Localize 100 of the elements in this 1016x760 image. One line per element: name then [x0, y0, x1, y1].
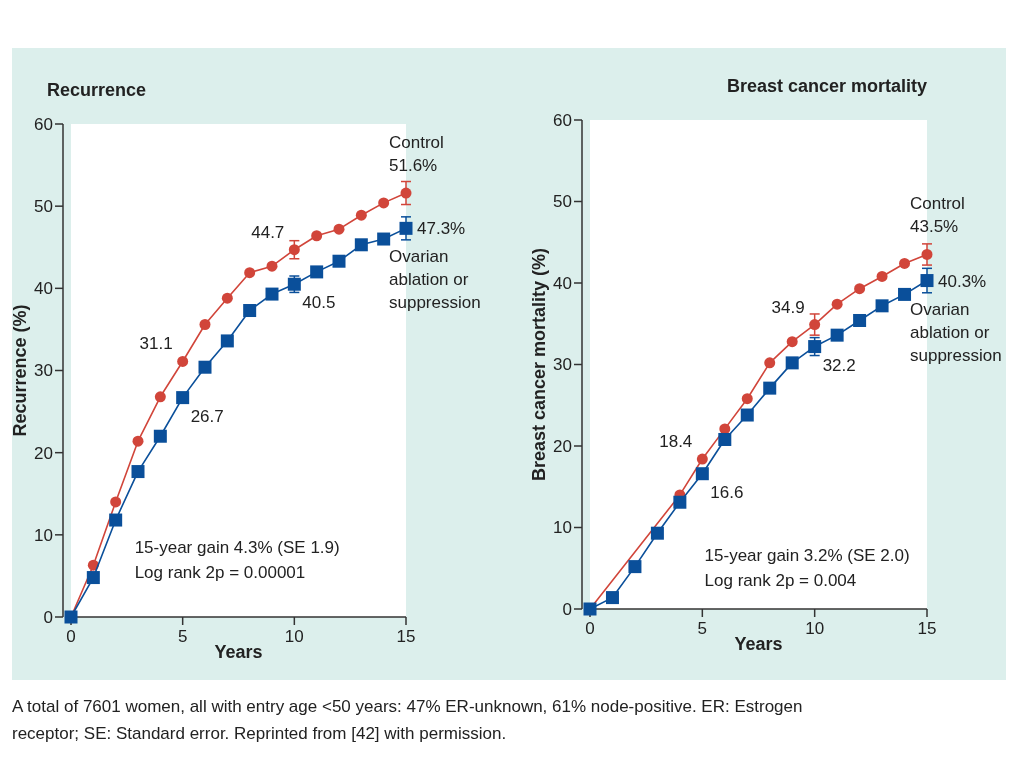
- point: [311, 230, 323, 242]
- point: [830, 328, 844, 342]
- point: [785, 356, 799, 370]
- point: [854, 283, 866, 295]
- data-label: 31.1: [139, 334, 173, 354]
- annotation: Log rank 2p = 0.004: [704, 571, 857, 590]
- y-tick-label: 60: [553, 110, 572, 130]
- point: [920, 274, 934, 288]
- point: [898, 287, 912, 301]
- x-tick-label: 0: [66, 627, 76, 646]
- point: [809, 319, 821, 331]
- series-label: Ovarian ablation or suppression: [389, 247, 481, 313]
- point: [110, 496, 122, 508]
- text: A total of 7601 women, all with entry age <50 years: 47% ER-unknown, 61% node-positive. ER: Estrogen: [12, 697, 803, 716]
- chart-title: Recurrence: [47, 80, 147, 100]
- y-tick-label: 30: [553, 355, 572, 375]
- point: [377, 232, 391, 246]
- point: [853, 313, 867, 327]
- point: [696, 453, 708, 465]
- text: Control: [389, 133, 444, 153]
- point: [673, 495, 687, 509]
- x-tick-label: 10: [284, 627, 304, 646]
- data-label: 51.6%: [389, 156, 438, 176]
- data-label: 40.5: [302, 293, 336, 313]
- point: [177, 355, 189, 367]
- x-tick-label: 5: [177, 627, 188, 646]
- data-label: 16.6: [710, 482, 744, 502]
- point: [265, 287, 279, 301]
- point: [740, 408, 754, 422]
- y-tick-label: 20: [34, 443, 53, 463]
- point: [808, 340, 822, 354]
- point: [333, 223, 345, 235]
- point: [176, 391, 190, 405]
- point: [198, 360, 212, 374]
- point: [86, 571, 100, 585]
- point: [332, 254, 346, 268]
- point: [695, 467, 709, 481]
- y-tick-label: 40: [34, 279, 53, 299]
- data-label: 32.2: [822, 355, 856, 375]
- point: [354, 238, 368, 252]
- point: [266, 260, 278, 272]
- point: [650, 526, 664, 540]
- x-tick-label: 15: [396, 627, 416, 646]
- x-tick-label: 15: [917, 619, 937, 638]
- y-tick-label: 10: [553, 518, 572, 538]
- point: [399, 221, 413, 235]
- point: [876, 270, 888, 282]
- x-tick-label: 5: [697, 619, 708, 638]
- point: [220, 334, 234, 348]
- point: [764, 357, 776, 369]
- data-label: 47.3%: [417, 219, 466, 239]
- text: receptor; SE: Standard error. Reprinted from [42] with permission.: [12, 724, 507, 743]
- point: [244, 267, 256, 279]
- point: [378, 197, 390, 209]
- point: [131, 465, 145, 479]
- data-label: 43.5%: [910, 217, 959, 237]
- x-tick-label: 10: [805, 619, 825, 638]
- x-axis-title: Years: [734, 634, 783, 654]
- y-axis-title: Recurrence (%): [10, 304, 30, 437]
- x-tick-label: 0: [585, 619, 595, 638]
- chart-title: Breast cancer mortality: [726, 76, 927, 96]
- data-label: 34.9: [771, 297, 805, 317]
- point: [355, 209, 367, 221]
- series-label: Ovarian ablation or suppression: [910, 299, 1002, 365]
- x-axis-title: Years: [214, 642, 263, 662]
- point: [875, 299, 889, 313]
- point: [221, 292, 233, 304]
- y-tick-label: 40: [553, 273, 572, 293]
- point: [400, 187, 412, 199]
- data-label: 40.3%: [938, 271, 987, 291]
- annotation: 15-year gain 3.2% (SE 2.0): [704, 546, 910, 565]
- point: [605, 591, 619, 605]
- data-label: 44.7: [251, 222, 285, 242]
- y-tick-label: 60: [34, 114, 53, 134]
- point: [921, 248, 933, 260]
- y-tick-label: 10: [34, 525, 53, 545]
- y-tick-label: 50: [34, 197, 53, 217]
- point: [243, 304, 257, 318]
- point: [154, 391, 166, 403]
- point: [628, 560, 642, 574]
- point: [718, 432, 732, 446]
- point: [109, 513, 123, 527]
- y-tick-label: 0: [562, 599, 572, 619]
- point: [199, 318, 211, 330]
- y-tick-label: 50: [553, 192, 572, 212]
- text: Control: [910, 194, 965, 214]
- point: [786, 336, 798, 348]
- point: [310, 265, 324, 279]
- y-tick-label: 30: [34, 361, 53, 381]
- point: [899, 257, 911, 269]
- point: [831, 298, 843, 310]
- point: [741, 393, 753, 405]
- point: [763, 381, 777, 395]
- y-tick-label: 20: [553, 436, 572, 456]
- data-label: 26.7: [190, 406, 224, 426]
- y-axis-title: Breast cancer mortality (%): [529, 247, 549, 482]
- point: [153, 429, 167, 443]
- annotation: 15-year gain 4.3% (SE 1.9): [134, 538, 340, 557]
- point: [288, 244, 300, 256]
- point: [132, 435, 144, 447]
